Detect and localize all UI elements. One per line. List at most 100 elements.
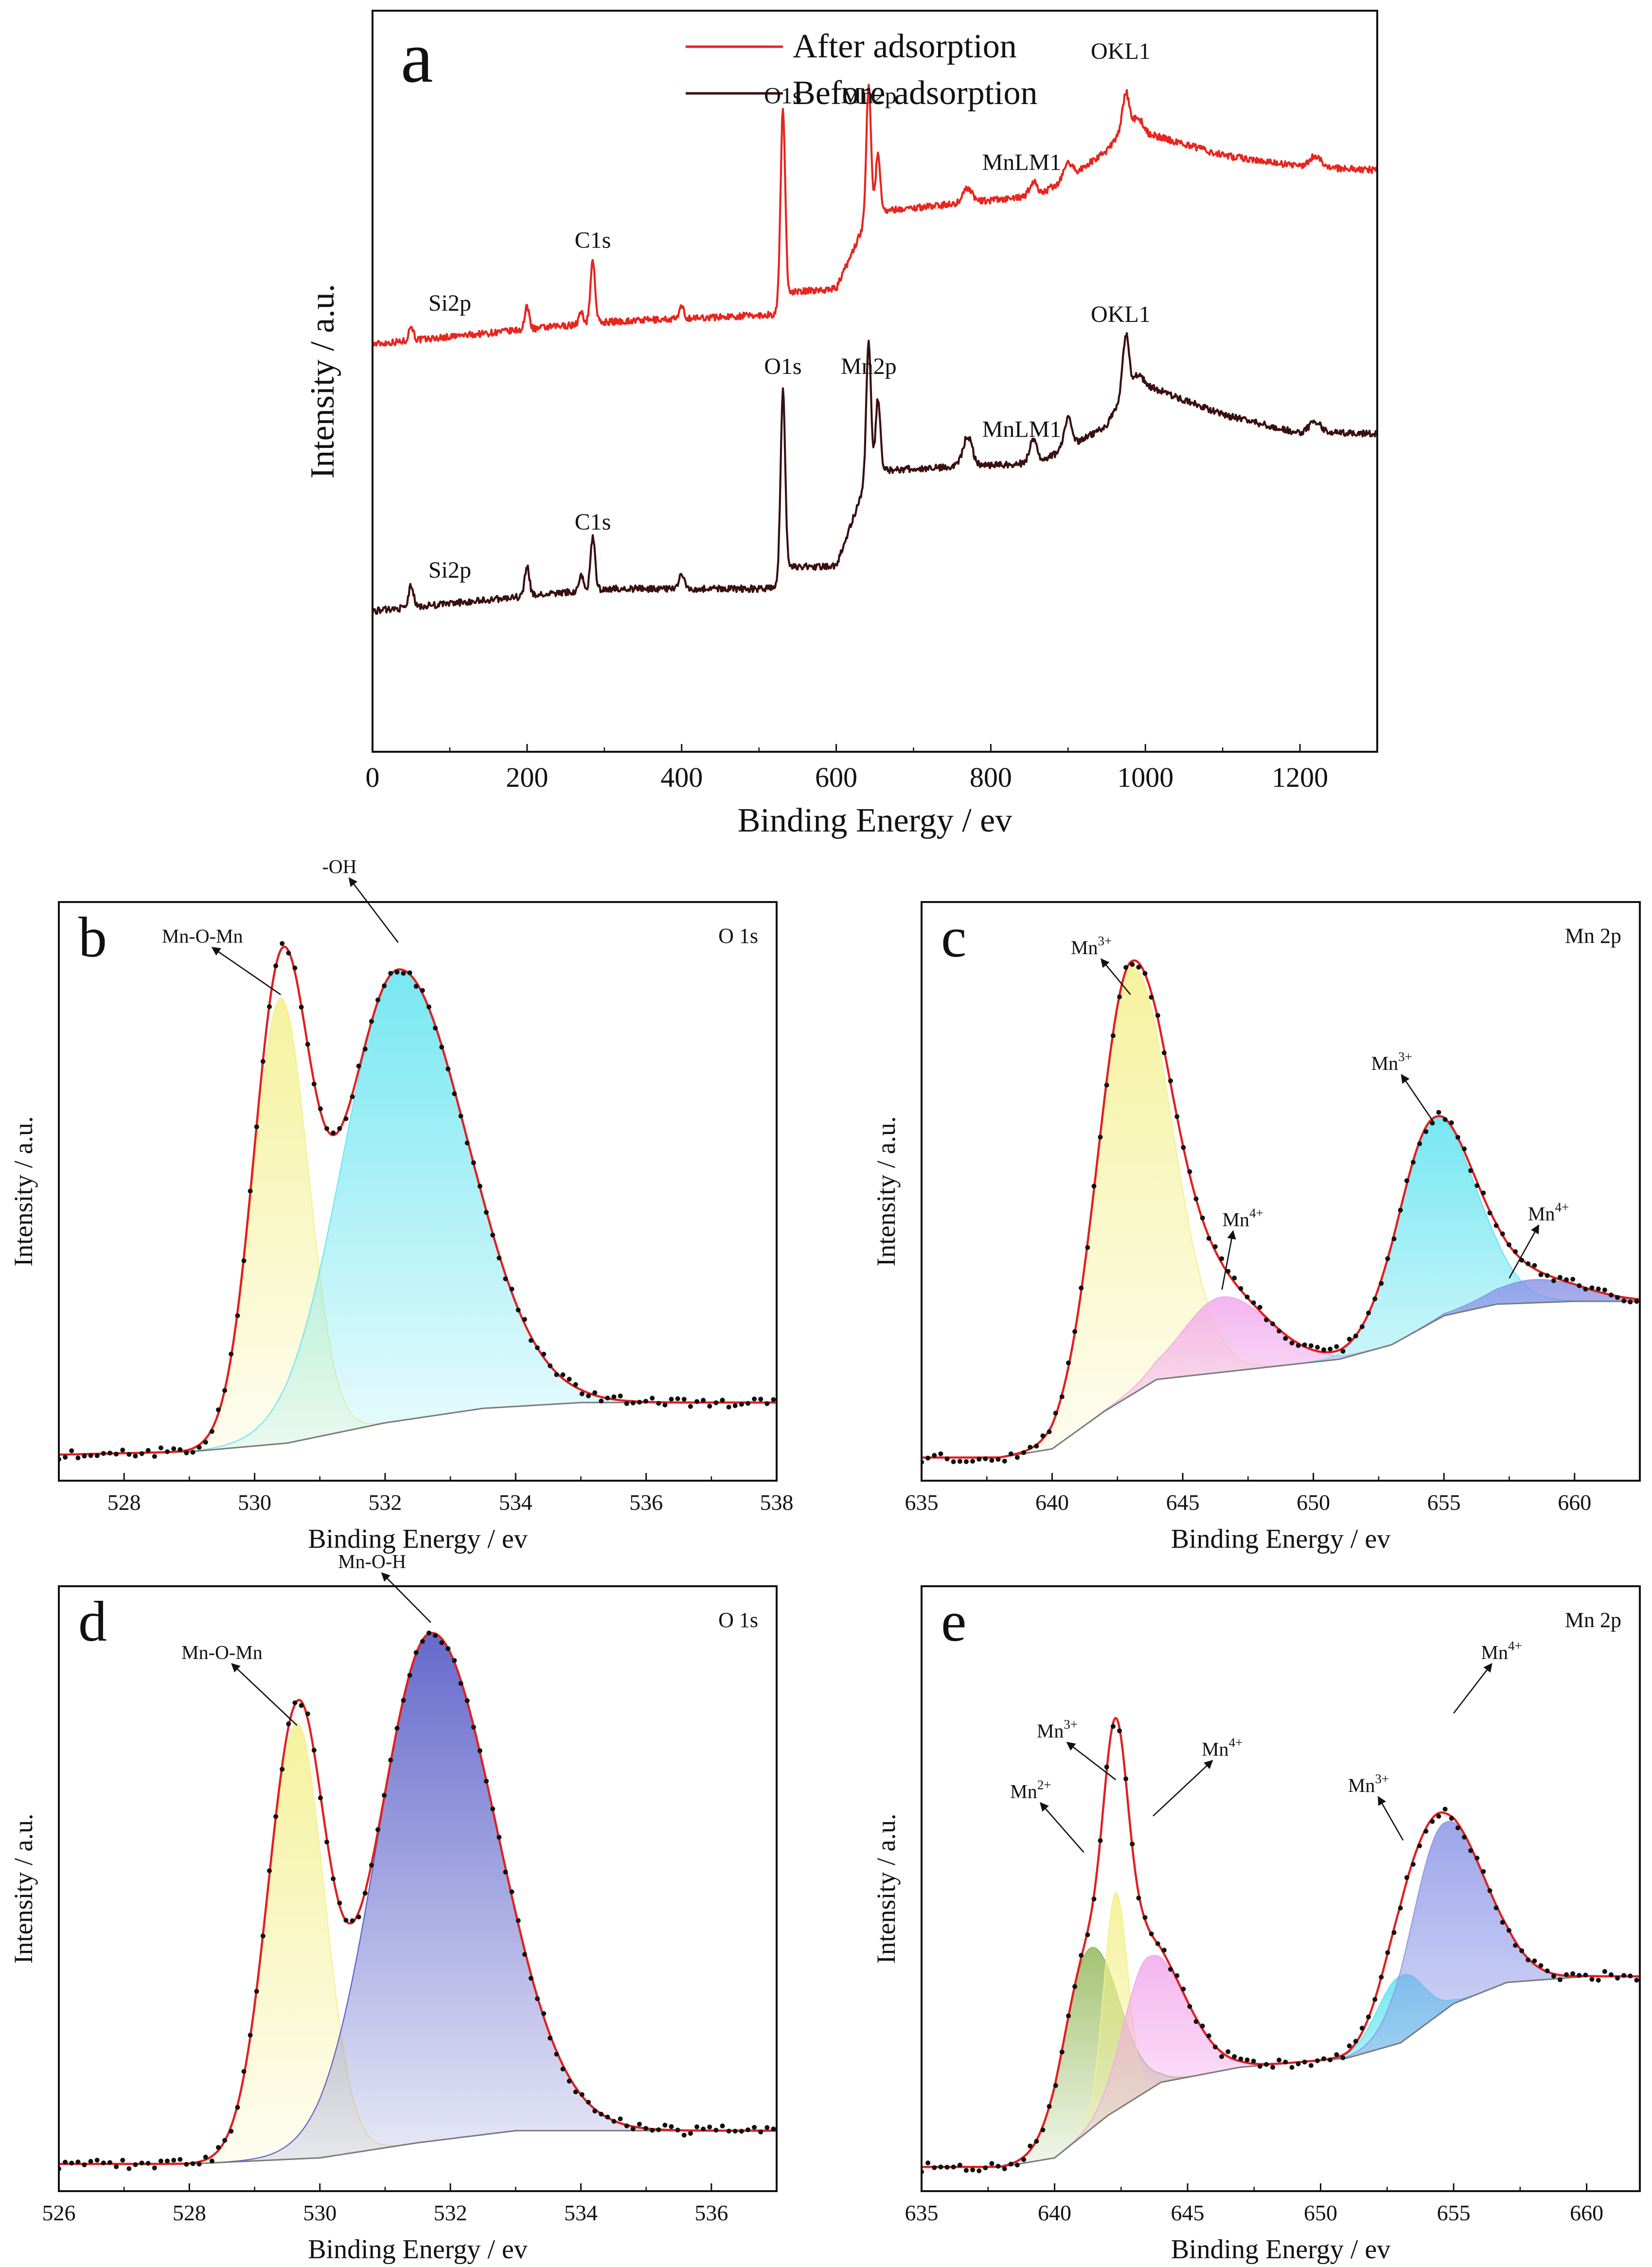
data-point [1328,1346,1333,1352]
peak-label: C1s [575,509,611,535]
data-point [624,2123,629,2128]
data-point [522,1952,527,1957]
x-tick-label: 1200 [1272,762,1328,793]
data-point [1155,1013,1160,1018]
data-point [165,1449,170,1454]
data-point [209,1429,214,1434]
plot-area-e [922,1717,1640,2175]
data-point [1040,1433,1046,1438]
data-point [484,1778,489,1784]
data-point [944,1456,950,1462]
data-point [611,1394,617,1399]
data-point [1085,1932,1090,1937]
data-point [675,1396,680,1401]
label-superscript: 4+ [1229,1735,1243,1750]
data-point [1481,1869,1486,1874]
data-point [101,2161,106,2165]
data-point [484,1210,489,1215]
data-point [1328,2057,1333,2063]
data-point [69,1448,74,1453]
x-tick-label: 532 [368,1490,402,1515]
data-point [1302,1342,1307,1347]
label-base: Mn [1037,1720,1064,1742]
data-point [318,1106,323,1112]
annotation-arrow [1377,1796,1404,1841]
data-point [1417,1141,1422,1147]
data-point [114,1452,119,1457]
data-point [350,1094,355,1099]
annotation-arrow [211,947,281,995]
x-tick-label: 528 [107,1490,141,1515]
data-point [1449,1816,1454,1821]
data-point [1251,2058,1256,2064]
data-point [426,1630,431,1636]
data-point [184,2161,189,2167]
label-base: Mn [1371,1052,1399,1074]
data-point [1557,1275,1563,1280]
data-point [88,2159,93,2164]
y-axis-label: Intensity / a.u. [871,1814,901,1964]
data-point [977,2168,982,2174]
data-point [1602,1969,1607,1974]
data-point [1206,1236,1211,1241]
annotation-label: Mn4+ [1222,1205,1263,1230]
annotation-arrow [1509,1224,1540,1279]
data-point [158,2159,163,2163]
data-point [630,2126,636,2131]
data-point [1398,1905,1403,1911]
data-point [471,1160,476,1166]
data-point [1589,1285,1595,1291]
data-point [452,1091,457,1097]
data-point [222,2138,228,2143]
data-point [1359,1324,1365,1329]
label-base: Mn [1071,937,1098,958]
data-point [1449,1120,1454,1125]
x-tick-label: 400 [660,762,703,793]
data-point [1212,1244,1218,1249]
component-fill-mn4- [922,1279,1640,1458]
data-point [1264,1317,1269,1323]
data-point [1615,1295,1620,1300]
data-point [1634,1978,1639,1983]
data-point [758,1397,764,1402]
panel-letter: c [941,905,966,969]
peak-label: C1s [575,228,611,253]
data-point [1008,1451,1013,1456]
x-tick-label: 538 [760,1490,794,1515]
data-point [1462,1835,1467,1840]
data-point [350,1918,355,1923]
data-point [171,2158,177,2163]
annotation-arrow [348,877,399,943]
data-point [1493,1223,1499,1228]
data-point [286,1721,291,1727]
data-point [1308,2063,1314,2068]
element-label: Mn 2p [1565,924,1621,948]
data-point [413,1650,419,1655]
data-point [1628,1299,1633,1305]
data-point [1589,1977,1595,1982]
data-point [1634,1299,1639,1304]
data-point [1155,1941,1160,1947]
data-point [273,1814,279,1819]
data-point [1047,2104,1052,2109]
peak-label: OKL1 [1091,301,1151,327]
data-point [152,2165,157,2171]
plot-area-c [922,959,1640,1465]
data-point [1366,2014,1371,2019]
x-tick-label: 200 [506,762,548,793]
annotation-label: Mn-O-H [338,1551,406,1573]
data-point [681,1397,687,1402]
component-edge [922,1279,1640,1458]
data-point [746,1401,750,1406]
data-point [343,1116,349,1121]
data-point [1117,994,1122,999]
data-point [1251,1300,1256,1306]
data-point [1014,2162,1020,2168]
data-point [1238,1286,1243,1291]
plot-frame [58,901,778,1482]
data-point [241,2069,247,2074]
data-point [203,2155,208,2160]
data-point [369,1862,374,1868]
data-point [707,2125,712,2130]
data-point [1596,1286,1601,1292]
